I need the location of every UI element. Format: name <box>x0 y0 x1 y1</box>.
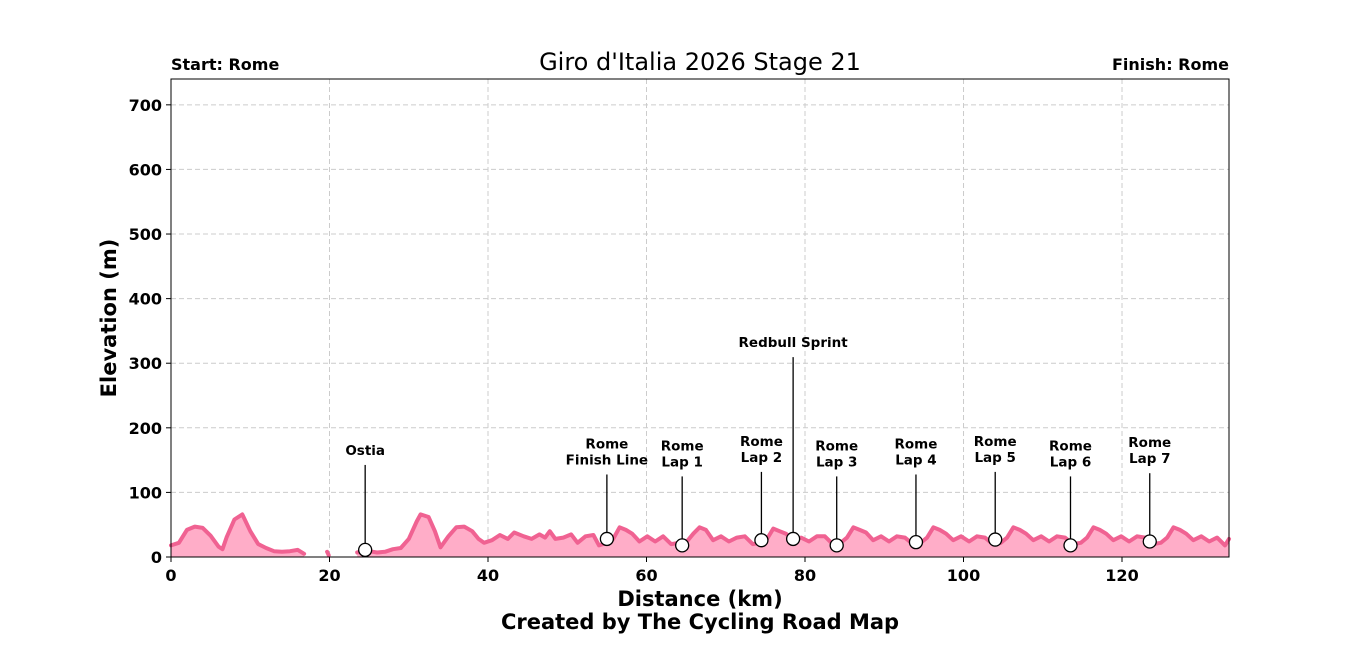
y-tick-label: 0 <box>151 548 162 567</box>
annotation-label: Finish Line <box>566 452 648 468</box>
annotation-label: Ostia <box>345 443 385 459</box>
annotation-4: Redbull Sprint <box>739 335 849 547</box>
x-tick-label: 80 <box>794 566 816 585</box>
grid-lines <box>170 79 1229 558</box>
annotation-0: Ostia <box>345 443 385 558</box>
x-tick-label: 40 <box>477 566 499 585</box>
annotation-label: Redbull Sprint <box>739 335 849 351</box>
elevation-line-segment-0 <box>169 512 307 556</box>
y-tick-label: 300 <box>129 354 162 373</box>
annotation-label: Rome <box>895 436 938 452</box>
finish-label: Finish: Rome <box>1112 55 1229 74</box>
annotation-label: Lap 4 <box>895 452 936 468</box>
annotation-marker <box>358 542 373 558</box>
annotation-marker <box>1063 538 1078 553</box>
elevation-fill-segment-0 <box>171 514 305 557</box>
plot-frame <box>170 78 1230 558</box>
x-tick-label: 100 <box>947 566 980 585</box>
annotation-marker <box>908 534 924 550</box>
x-tick-label: 120 <box>1105 566 1138 585</box>
y-axis-label: Elevation (m) <box>97 239 121 398</box>
annotation-label: Lap 3 <box>816 454 857 470</box>
annotation-marker <box>675 538 690 553</box>
y-tick-label: 400 <box>129 290 162 309</box>
annotation-label: Rome <box>974 434 1017 450</box>
annotation-label: Rome <box>815 438 858 454</box>
annotation-label: Lap 6 <box>1050 454 1091 470</box>
elevation-line-segment-1 <box>325 549 331 558</box>
annotation-label: Rome <box>661 438 704 454</box>
x-axis-label: Distance (km) <box>617 587 782 611</box>
annotation-label: Lap 7 <box>1129 451 1170 467</box>
y-tick-label: 100 <box>129 483 162 502</box>
annotation-marker <box>1142 534 1157 549</box>
y-axis-ticks: 0 100 200 300 400 500 600 700 <box>129 96 171 567</box>
credit-label: Created by The Cycling Road Map <box>501 610 899 634</box>
annotation-marker <box>754 533 769 548</box>
y-tick-label: 700 <box>129 96 162 115</box>
elevation-fill-segment-2 <box>357 514 1229 557</box>
y-tick-label: 600 <box>129 160 162 179</box>
x-axis-ticks: 0 20 40 60 80 100 120 <box>165 557 1139 585</box>
x-tick-label: 0 <box>165 566 176 585</box>
start-label: Start: Rome <box>171 55 279 74</box>
annotation-label: Rome <box>585 436 628 452</box>
annotation-label: Lap 5 <box>974 450 1015 466</box>
x-tick-label: 60 <box>635 566 657 585</box>
y-tick-label: 200 <box>129 419 162 438</box>
annotation-label: Rome <box>740 434 783 450</box>
annotation-label: Rome <box>1049 438 1092 454</box>
annotation-label: Rome <box>1128 435 1171 451</box>
annotation-label: Lap 2 <box>741 450 782 466</box>
annotation-marker <box>785 531 801 547</box>
annotation-marker <box>599 531 615 547</box>
annotation-label: Lap 1 <box>661 454 702 470</box>
chart-title: Giro d'Italia 2026 Stage 21 <box>539 48 861 76</box>
annotation-marker <box>988 532 1003 547</box>
y-tick-label: 500 <box>129 225 162 244</box>
annotation-marker <box>829 538 844 553</box>
x-tick-label: 20 <box>318 566 340 585</box>
